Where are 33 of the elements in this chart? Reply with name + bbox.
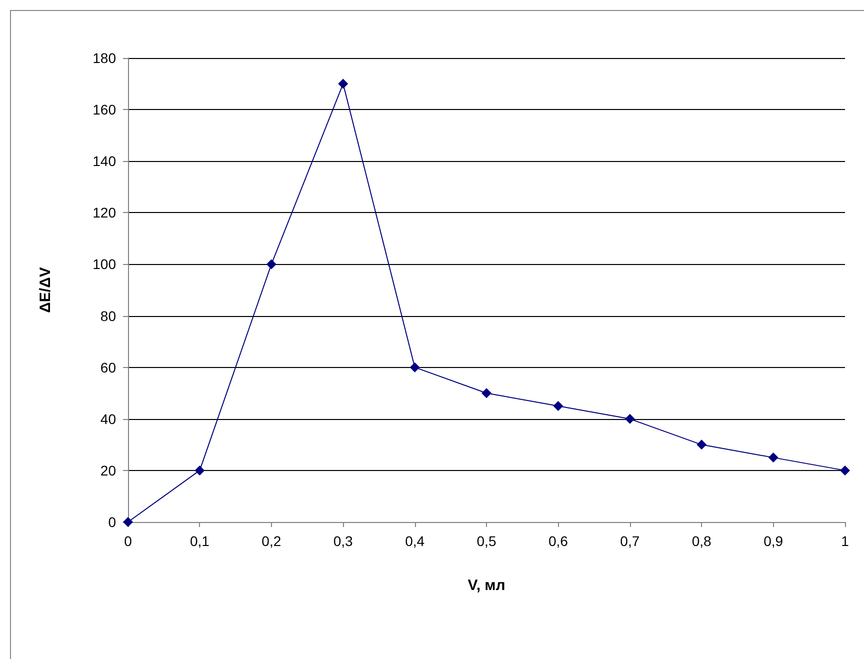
point bbox=[338, 78, 348, 89]
point bbox=[194, 465, 205, 476]
x-tick-label: 0,8 bbox=[692, 533, 712, 549]
point bbox=[624, 414, 635, 424]
y-tick-label: 0 bbox=[108, 514, 116, 530]
point bbox=[553, 401, 564, 411]
point bbox=[840, 465, 850, 476]
x-tick-label: 0,3 bbox=[333, 533, 354, 549]
x-tick-label: 0 bbox=[124, 533, 132, 549]
y-tick-label: 160 bbox=[92, 102, 116, 118]
x-axis-title: V, мл bbox=[468, 577, 506, 594]
x-tick-label: 0,1 bbox=[190, 533, 210, 549]
point bbox=[410, 362, 420, 372]
x-tick-label: 0,9 bbox=[764, 533, 784, 549]
y-tick-label: 180 bbox=[92, 50, 116, 66]
point bbox=[266, 259, 276, 270]
x-tick-label: 0,7 bbox=[620, 533, 640, 549]
x-tick-label: 1 bbox=[841, 533, 850, 549]
y-tick-label: 100 bbox=[92, 256, 116, 272]
x-tick-label: 0,6 bbox=[548, 533, 568, 549]
x-tick-label: 0,2 bbox=[262, 533, 282, 549]
y-tick-label: 80 bbox=[100, 308, 116, 324]
x-tick-label: 0,4 bbox=[405, 533, 425, 549]
y-tick-label: 20 bbox=[100, 462, 116, 478]
point bbox=[768, 452, 778, 463]
point bbox=[696, 440, 707, 450]
y-tick-label: 120 bbox=[92, 204, 116, 221]
y-tick-label: 60 bbox=[100, 359, 116, 376]
y-tick-label: 140 bbox=[92, 153, 116, 170]
x-tick-label: 0,5 bbox=[476, 533, 496, 549]
y-axis-title: ΔE/ΔV bbox=[37, 267, 54, 313]
y-tick-label: 40 bbox=[100, 410, 116, 427]
point bbox=[482, 388, 492, 398]
